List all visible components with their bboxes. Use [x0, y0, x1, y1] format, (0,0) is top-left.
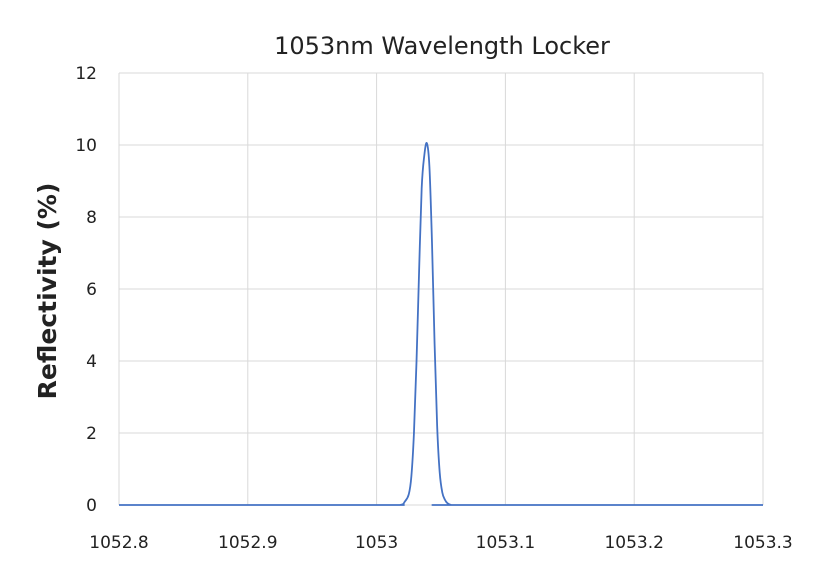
y-tick-label: 6: [86, 280, 97, 300]
x-tick-label: 1052.9: [218, 533, 277, 553]
y-tick-label: 2: [86, 424, 97, 444]
y-tick-label: 8: [86, 208, 97, 228]
chart-title: 1053nm Wavelength Locker: [274, 32, 610, 60]
y-axis-label: Reflectivity (%): [33, 183, 62, 400]
series-layer: [119, 143, 763, 505]
y-tick-label: 0: [86, 496, 97, 516]
x-tick-label: 1052.8: [89, 533, 148, 553]
x-tick-label: 1053.1: [476, 533, 535, 553]
y-tick-label: 4: [86, 352, 97, 372]
x-tick-label: 1053.2: [604, 533, 663, 553]
x-tick-label: 1053.3: [733, 533, 792, 553]
x-tick-label: 1053: [355, 533, 398, 553]
y-tick-label: 12: [75, 64, 97, 84]
grid: [119, 73, 763, 505]
y-tick-label: 10: [75, 136, 97, 156]
reflectivity-series-line: [119, 143, 763, 505]
